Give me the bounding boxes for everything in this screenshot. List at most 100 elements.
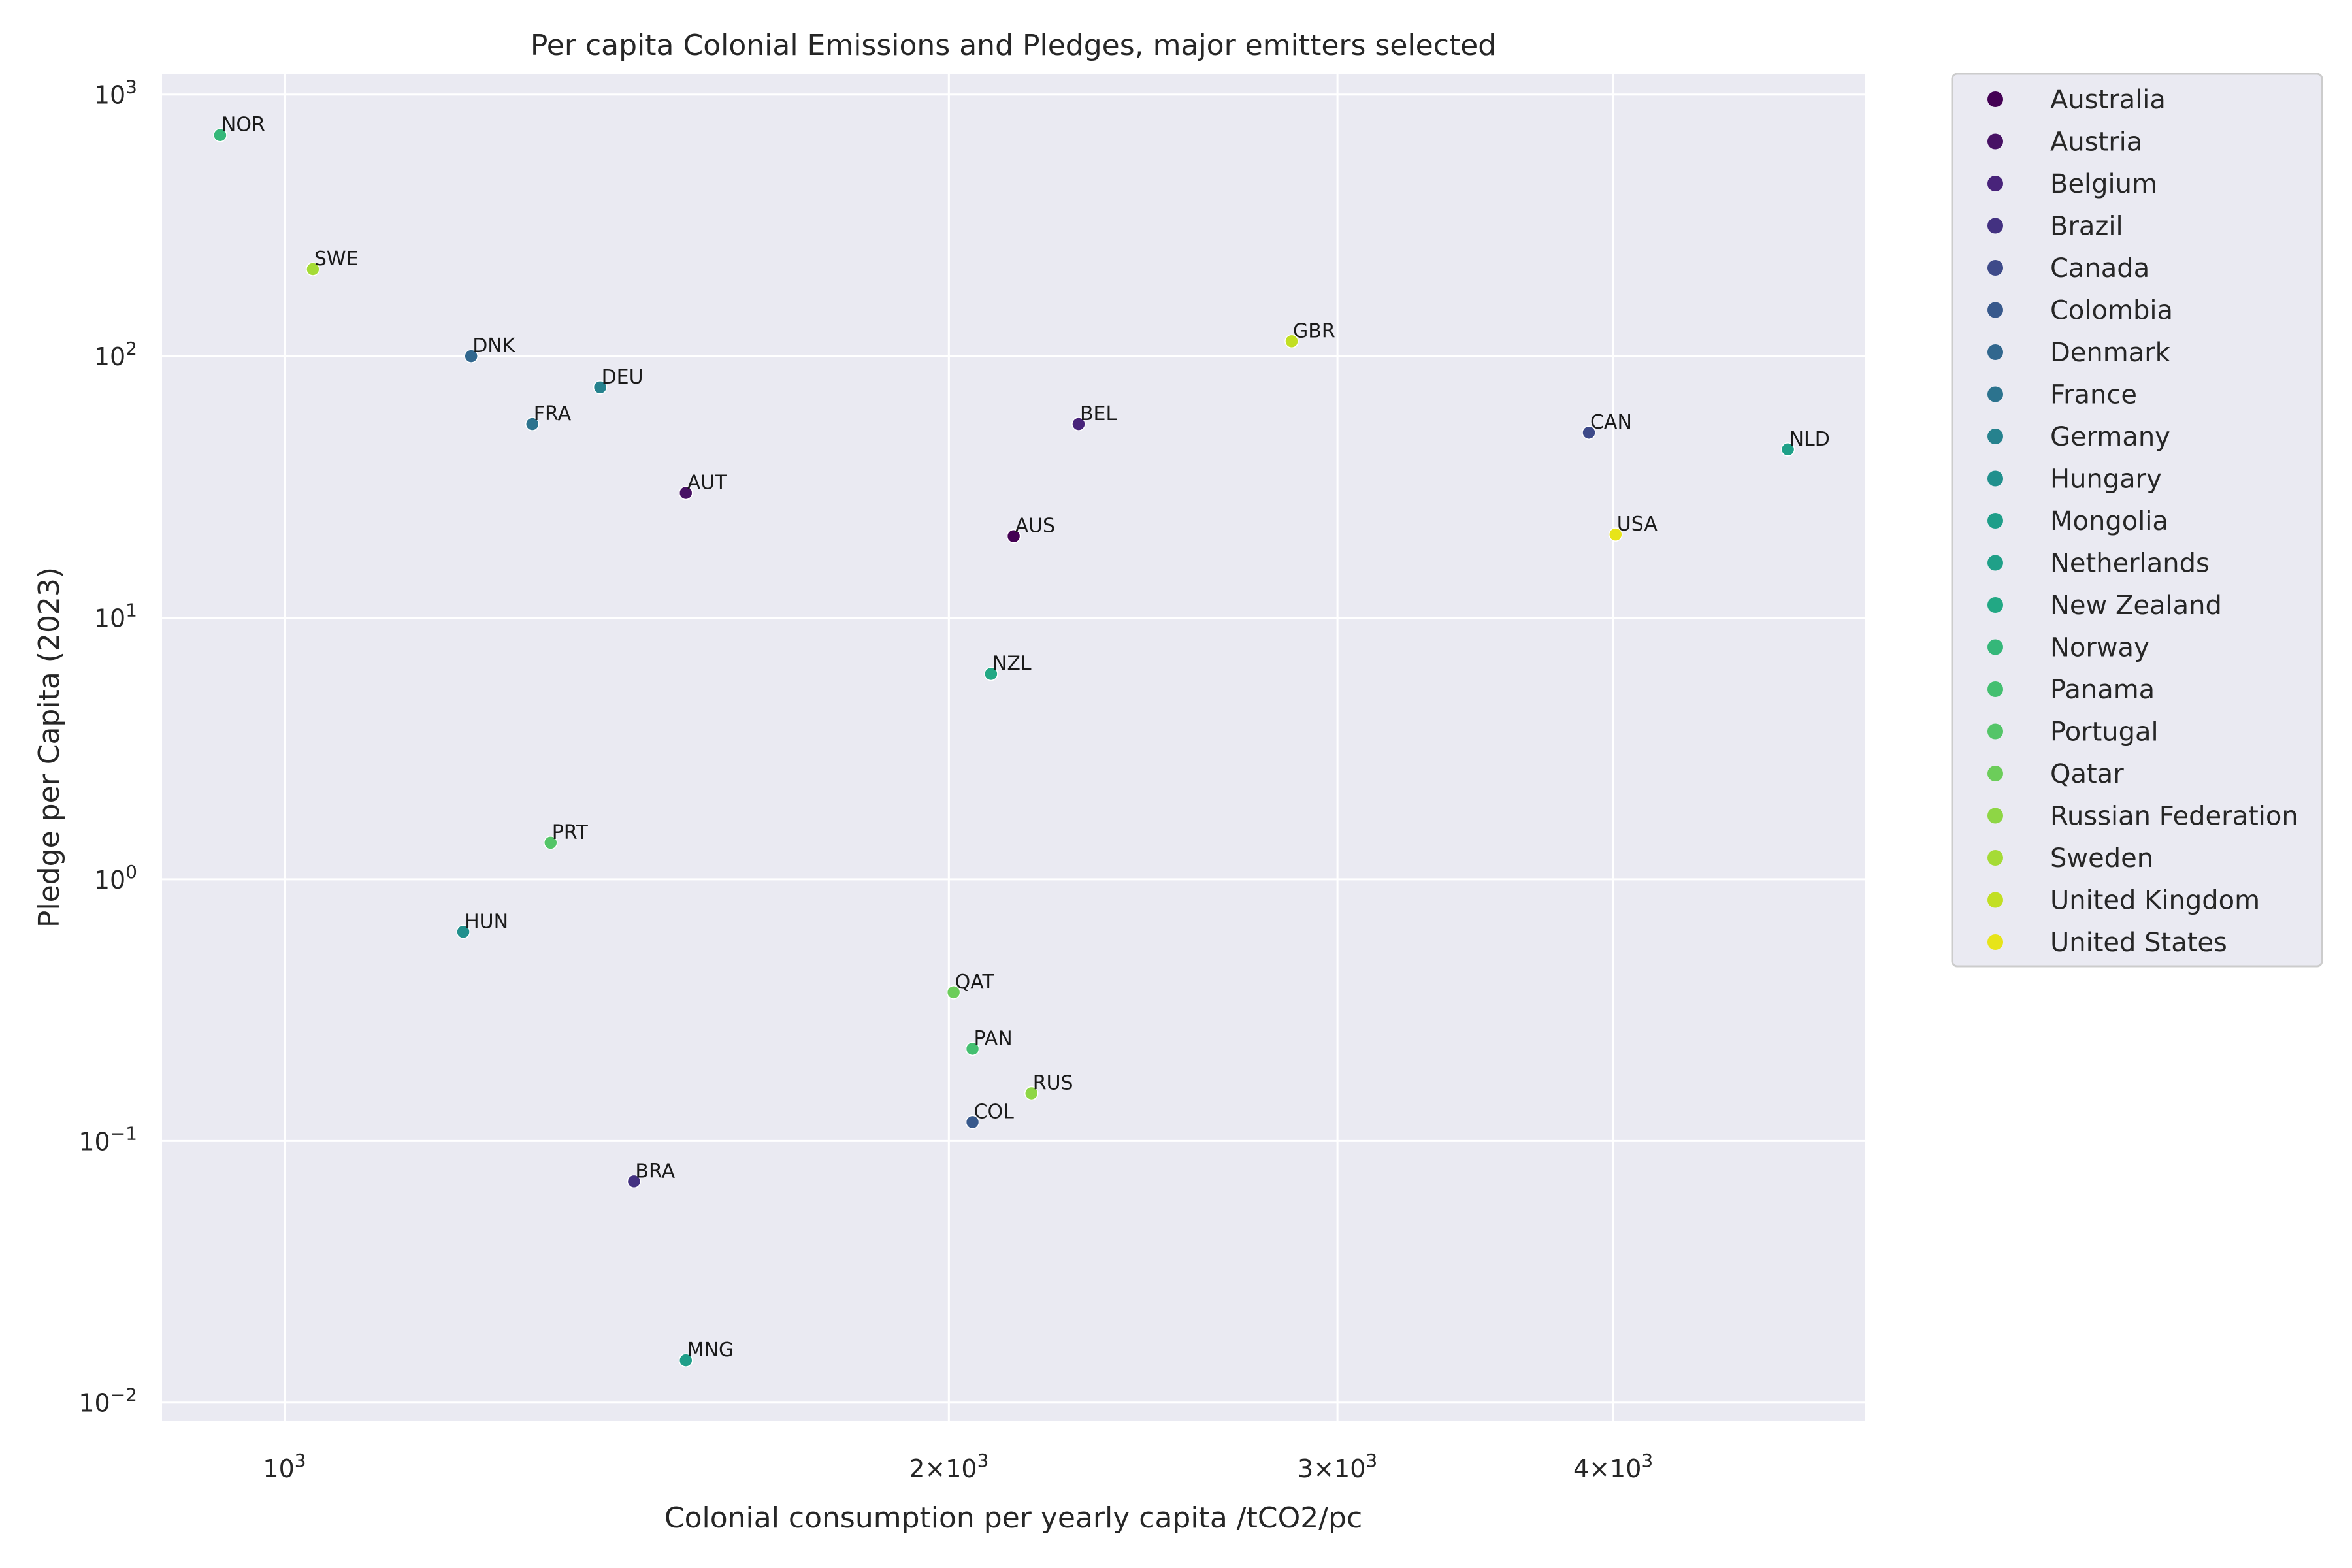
legend-entry: Qatar [2050,759,2124,789]
data-point-deu [593,380,608,395]
x-tick-label: 3×103 [1298,1450,1377,1483]
legend-entry: Sweden [2050,843,2153,874]
legend-marker [1987,513,2003,529]
legend-entry: United States [2050,928,2227,958]
legend-marker [1987,892,2003,908]
legend-marker [1987,766,2003,781]
legend-entry: Canada [2050,253,2149,284]
y-axis-label: Pledge per Capita (2023) [33,567,66,928]
legend-marker [1987,934,2003,950]
data-point-label-aus: AUS [1015,515,1056,538]
data-point-can [1582,425,1596,440]
data-point-nld [1780,442,1795,457]
legend-frame [1951,73,2323,968]
data-point-label-mng: MNG [687,1339,734,1362]
legend-marker [1987,808,2003,824]
x-axis-label: Colonial consumption per yearly capita /… [664,1501,1362,1535]
legend-entry: Portugal [2050,717,2159,747]
data-point-label-prt: PRT [552,821,589,844]
legend-marker [1987,386,2003,402]
y-axis-ticks: 10−2 10−1 100 101 102 103 [78,76,137,1418]
data-point-label-bra: BRA [635,1160,675,1183]
data-point-label-gbr: GBR [1293,319,1335,342]
data-point-prt [544,836,558,850]
legend-entry: Russian Federation [2050,802,2298,832]
legend-marker [1987,91,2003,107]
x-tick-label: 4×103 [1573,1450,1653,1483]
legend-entry: Brazil [2050,212,2123,242]
data-point-label-can: CAN [1590,411,1632,434]
data-point-dnk [464,349,478,363]
legend-entry: Austria [2050,127,2142,157]
legend-marker [1987,470,2003,487]
data-point-label-dnk: DNK [472,335,516,357]
x-axis-ticks: 103 2×103 3×103 4×103 [263,1450,1653,1483]
data-point-nzl [984,666,998,681]
legend-marker [1987,681,2003,697]
gridlines [162,74,1865,1421]
y-tick-label: 10−1 [78,1122,137,1156]
data-point-label-usa: USA [1617,513,1658,536]
legend-marker [1987,723,2003,740]
data-point-fra [525,417,540,431]
data-point-label-nld: NLD [1789,428,1830,451]
legend-entry: France [2050,380,2137,410]
data-point-label-swe: SWE [314,248,359,270]
legend-entry: Netherlands [2050,549,2210,579]
x-tick-label: 2×103 [909,1450,988,1483]
legend-entry: Germany [2050,422,2170,452]
x-tick-label: 103 [263,1450,306,1483]
legend-marker [1987,133,2003,150]
legend-marker [1987,555,2003,571]
data-point-rus [1024,1086,1039,1101]
y-tick-label: 102 [94,338,137,371]
data-point-bel [1071,417,1086,431]
legend-marker [1987,218,2003,234]
data-point-label-hun: HUN [465,910,508,933]
data-point-aut [678,485,693,500]
legend-marker [1987,639,2003,655]
y-tick-label: 100 [94,861,137,894]
data-point-label-aut: AUT [687,471,727,494]
legend-marker [1987,344,2003,360]
data-point-label-bel: BEL [1080,402,1117,425]
legend-entry: Belgium [2050,169,2157,199]
data-point-label-rus: RUS [1033,1072,1073,1095]
legend-entry: New Zealand [2050,591,2222,621]
data-point-label-nzl: NZL [992,652,1032,675]
data-point-swe [306,262,320,276]
legend-entry: Denmark [2050,338,2171,368]
legend-entry: United Kingdom [2050,886,2260,916]
data-point-labels: AUS AUT BEL BRA CAN COL DNK FRA DEU HUN MNG NLD NZL N… [221,114,1830,1362]
data-point-label-col: COL [974,1101,1015,1124]
plot-background [162,74,1865,1421]
legend-marker [1987,850,2003,866]
data-point-qat [946,985,961,1000]
data-point-hun [456,924,470,939]
legend-marker [1987,176,2003,191]
data-point-gbr [1284,334,1299,349]
legend-entry: Hungary [2050,465,2162,495]
y-tick-label: 101 [94,600,137,633]
data-point-pan [965,1041,980,1056]
legend-marker [1987,260,2003,276]
data-point-nor [213,127,227,142]
data-point-label-nor: NOR [221,114,265,137]
data-point-bra [627,1174,642,1189]
legend-entry: Colombia [2050,296,2173,326]
legend-entry: Panama [2050,675,2155,705]
data-point-mng [678,1353,693,1367]
legend-marker [1987,429,2003,444]
legend-marker [1987,302,2003,318]
data-point-col [965,1115,980,1130]
legend-entry: Norway [2050,633,2149,663]
y-tick-label: 103 [94,76,137,110]
data-point-label-deu: DEU [602,366,644,389]
legend-entry: Australia [2050,85,2166,115]
chart-title: Per capita Colonial Emissions and Pledge… [531,29,1496,62]
data-point-usa [1609,527,1623,542]
data-point-label-pan: PAN [974,1027,1013,1050]
data-point-aus [1006,529,1021,544]
y-tick-label: 10−2 [78,1384,137,1418]
